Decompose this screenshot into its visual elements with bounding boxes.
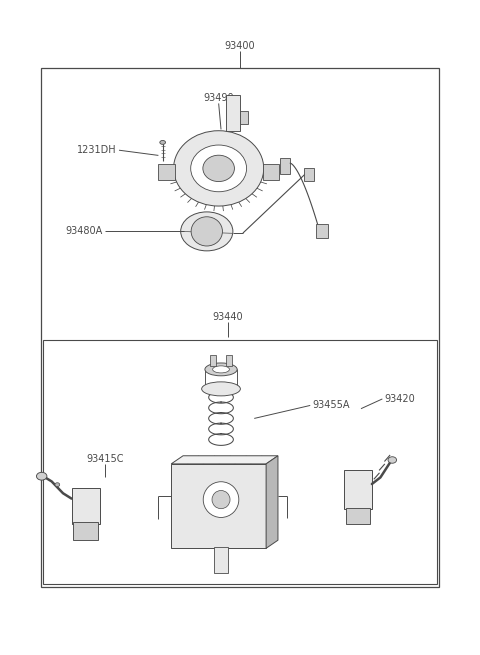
- Bar: [303, 168, 314, 181]
- Text: 93455A: 93455A: [312, 400, 350, 411]
- Ellipse shape: [55, 483, 60, 487]
- Text: 93440: 93440: [213, 312, 243, 322]
- Ellipse shape: [191, 217, 222, 246]
- Ellipse shape: [160, 140, 166, 144]
- Bar: [215, 547, 228, 573]
- Text: 93490: 93490: [204, 93, 234, 103]
- Bar: [226, 356, 232, 366]
- Ellipse shape: [213, 366, 229, 373]
- Text: 93480A: 93480A: [65, 227, 102, 236]
- Ellipse shape: [174, 131, 264, 206]
- Bar: [316, 223, 328, 238]
- Bar: [210, 356, 216, 366]
- Bar: [158, 164, 175, 180]
- Bar: [72, 488, 100, 523]
- Bar: [41, 67, 439, 588]
- Ellipse shape: [203, 155, 234, 181]
- Bar: [346, 508, 370, 523]
- Bar: [280, 158, 290, 174]
- Text: 93420: 93420: [384, 394, 416, 404]
- Bar: [171, 464, 266, 548]
- Text: 1231DH: 1231DH: [77, 145, 117, 155]
- Polygon shape: [266, 456, 278, 548]
- Text: 93415C: 93415C: [86, 454, 123, 464]
- Ellipse shape: [388, 457, 396, 463]
- Ellipse shape: [203, 481, 239, 517]
- Ellipse shape: [36, 472, 47, 480]
- Bar: [73, 522, 98, 540]
- Bar: [240, 111, 248, 124]
- Ellipse shape: [212, 491, 230, 509]
- Bar: [344, 470, 372, 510]
- Ellipse shape: [180, 212, 233, 251]
- Bar: [226, 95, 240, 131]
- Bar: [43, 341, 437, 584]
- Bar: [263, 164, 279, 180]
- Text: 93400: 93400: [225, 41, 255, 51]
- Ellipse shape: [205, 363, 237, 376]
- Polygon shape: [171, 456, 278, 464]
- Ellipse shape: [191, 145, 247, 192]
- Ellipse shape: [202, 382, 240, 396]
